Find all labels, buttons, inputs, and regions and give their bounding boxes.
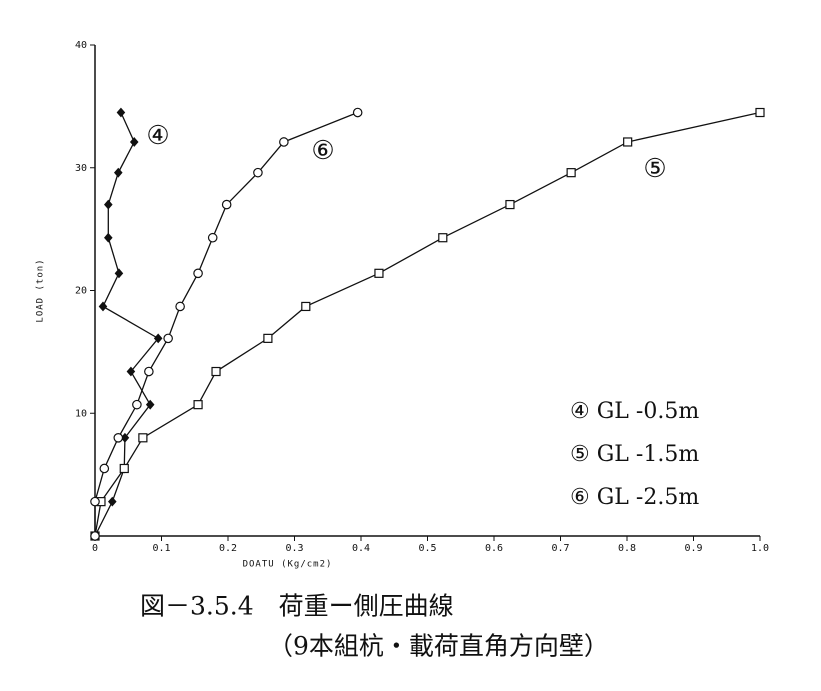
x-tick-label: 0.4: [352, 543, 370, 554]
caption: （9本組杭・載荷直角方向壁）: [268, 632, 609, 661]
marker: [175, 301, 185, 312]
marker: [193, 400, 203, 410]
marker: [566, 168, 576, 178]
x-tick-label: 0.3: [285, 543, 303, 554]
legend-entry: ④ GL -0.5m: [570, 399, 699, 424]
marker: [90, 531, 100, 541]
y-tick-label: 10: [75, 408, 87, 419]
marker: [145, 399, 155, 410]
legend-entry: ⑤ GL -1.5m: [570, 442, 699, 467]
y-axis-title: LOAD (ton): [36, 258, 46, 322]
marker: [263, 333, 273, 343]
marker: [207, 232, 218, 243]
marker: [99, 463, 110, 474]
x-tick-label: 0.9: [684, 543, 702, 554]
series-line: [94, 111, 761, 537]
x-tick-label: 0.2: [219, 543, 237, 554]
marker: [129, 137, 139, 147]
x-tick-label: 1.0: [751, 543, 769, 554]
marker: [755, 107, 765, 118]
marker: [113, 167, 123, 178]
caption: 図－3.5.4 荷重ー側圧曲線: [140, 592, 454, 621]
marker: [126, 366, 136, 377]
y-tick-label: 20: [75, 286, 87, 297]
series-label: ④: [146, 121, 169, 151]
marker: [352, 107, 363, 118]
marker: [623, 137, 633, 147]
x-tick-label: 0.5: [418, 543, 436, 554]
marker: [221, 199, 232, 210]
marker: [107, 496, 117, 507]
marker: [505, 199, 515, 210]
legend-entry: ⑥ GL -2.5m: [570, 485, 699, 510]
marker: [301, 301, 311, 312]
marker: [98, 301, 108, 312]
marker: [153, 333, 163, 344]
marker: [132, 399, 142, 410]
marker: [163, 333, 173, 344]
y-tick-label: 40: [75, 40, 87, 51]
y-tick-label: 30: [75, 163, 87, 174]
marker: [144, 366, 154, 377]
marker: [438, 233, 448, 243]
x-tick-label: 0.8: [618, 543, 636, 554]
marker: [211, 366, 221, 377]
marker: [104, 232, 113, 243]
x-tick-label: 0.7: [551, 543, 569, 554]
marker: [90, 496, 100, 507]
marker: [104, 199, 113, 210]
marker: [113, 432, 124, 443]
marker: [193, 268, 203, 279]
marker: [138, 433, 148, 443]
series-label: ⑤: [643, 154, 666, 184]
series-line: [94, 112, 160, 537]
marker: [279, 137, 289, 147]
marker: [119, 463, 129, 474]
x-tick-label: 0.1: [152, 543, 170, 554]
marker: [114, 268, 124, 279]
marker: [116, 107, 126, 118]
x-tick-label: 0: [92, 543, 98, 554]
x-tick-label: 0.6: [485, 543, 503, 554]
series-label: ⑥: [311, 136, 334, 166]
series-line: [94, 111, 358, 536]
marker: [253, 167, 263, 178]
marker: [374, 268, 384, 278]
x-axis-title: DOATU (Kg/cm2): [243, 560, 333, 570]
